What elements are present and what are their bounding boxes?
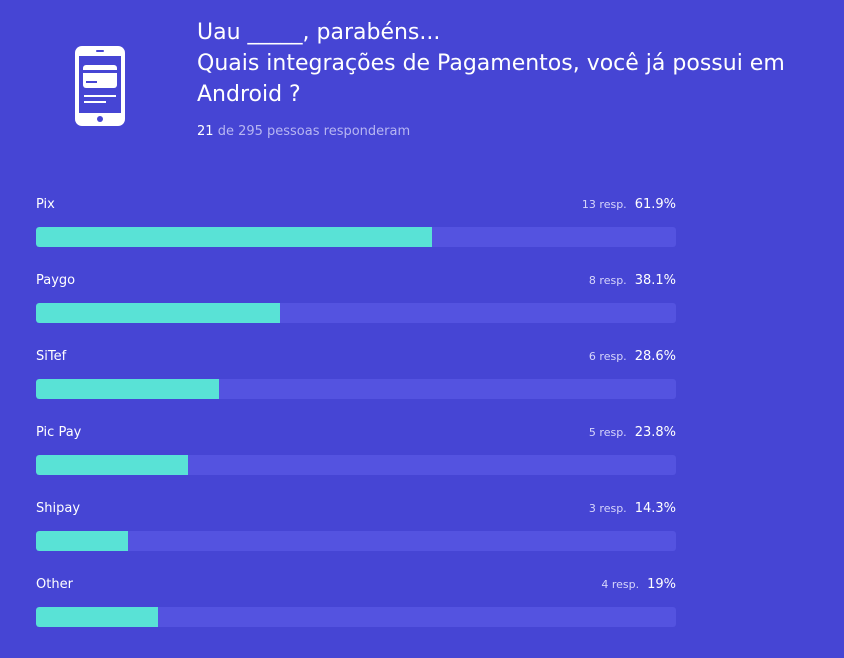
option-label: Pix [36, 197, 55, 212]
percentage-label: 28.6% [634, 349, 676, 364]
percentage-label: 19% [647, 577, 676, 592]
option-label: Pic Pay [36, 425, 82, 440]
option-row: Shipay 3 resp. 14.3% [36, 490, 676, 566]
option-row: Paygo 8 resp. 38.1% [36, 262, 676, 338]
option-label: Paygo [36, 273, 76, 288]
bar-track [36, 607, 676, 627]
option-label: Shipay [36, 501, 81, 516]
bar-fill [36, 455, 189, 475]
option-row: Pix 13 resp. 61.9% [36, 186, 676, 262]
response-count-label: 5 resp. [588, 426, 627, 439]
bar-fill [36, 607, 158, 627]
response-count-label: 3 resp. [588, 502, 627, 515]
bar-fill [36, 227, 433, 247]
option-row: SiTef 6 resp. 28.6% [36, 338, 676, 414]
percentage-label: 38.1% [634, 273, 676, 288]
bar-fill [36, 379, 220, 399]
bar-track [36, 379, 676, 399]
response-count: 21 de 295 pessoas responderam [197, 124, 837, 139]
option-label: SiTef [36, 349, 67, 364]
question-title-line-2: Quais integrações de Pagamentos, você já… [197, 51, 785, 76]
response-count-text: de 295 pessoas responderam [217, 124, 411, 139]
results-chart: Pix 13 resp. 61.9% Paygo 8 resp. 38.1% SiTef 6 … [36, 186, 676, 642]
percentage-label: 61.9% [634, 197, 676, 212]
response-count-label: 6 resp. [588, 350, 627, 363]
option-row: Other 4 resp. 19% [36, 566, 676, 642]
question-title-line-1: Uau _____, parabéns... [197, 20, 441, 45]
response-count-label: 8 resp. [588, 274, 627, 287]
phone-icon [75, 46, 125, 126]
answered-count: 21 [197, 124, 214, 139]
bar-fill [36, 303, 280, 323]
option-row: Pic Pay 5 resp. 23.8% [36, 414, 676, 490]
response-count-label: 13 resp. [581, 198, 627, 211]
bar-fill [36, 531, 128, 551]
response-count-label: 4 resp. [601, 578, 640, 591]
option-stats: 4 resp. 19% [601, 577, 676, 592]
bar-track [36, 455, 676, 475]
bar-track [36, 303, 676, 323]
option-stats: 3 resp. 14.3% [589, 501, 676, 516]
percentage-label: 14.3% [634, 501, 676, 516]
bar-track [36, 227, 676, 247]
option-stats: 6 resp. 28.6% [589, 349, 676, 364]
option-stats: 13 resp. 61.9% [582, 197, 676, 212]
option-label: Other [36, 577, 73, 592]
option-stats: 8 resp. 38.1% [589, 273, 676, 288]
question-header: Uau _____, parabéns... Quais integrações… [197, 17, 837, 139]
percentage-label: 23.8% [634, 425, 676, 440]
bar-track [36, 531, 676, 551]
option-stats: 5 resp. 23.8% [589, 425, 676, 440]
question-title-line-3: Android ? [197, 82, 301, 107]
